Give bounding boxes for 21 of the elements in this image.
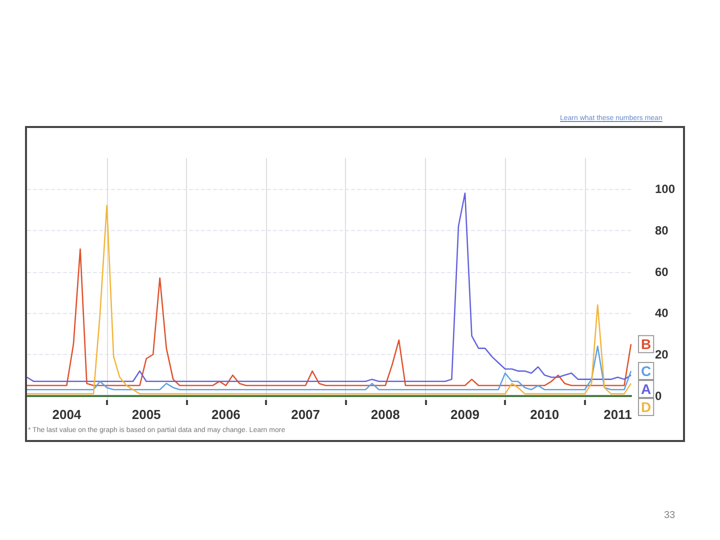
x-tick-label: 2005 — [132, 407, 161, 422]
x-tick-label: 2009 — [450, 407, 480, 422]
text: 33 — [664, 510, 676, 521]
y-tick-label: 40 — [655, 306, 669, 320]
series-label: B — [641, 336, 652, 352]
x-tick-label: 2004 — [52, 407, 82, 422]
y-tick-label: 60 — [655, 264, 669, 279]
x-tick-label: 2011 — [604, 407, 632, 422]
x-tick-label: 2006 — [211, 407, 240, 422]
y-tick-label: 0 — [655, 388, 662, 403]
x-tick-label: 2008 — [370, 407, 400, 422]
line-series — [27, 346, 632, 390]
x-tick-label: 2010 — [530, 407, 560, 422]
series-label: A — [641, 381, 652, 398]
x-tick-label: 2007 — [291, 407, 320, 422]
y-tick-label: 20 — [655, 347, 669, 362]
y-tick-label: 100 — [655, 182, 676, 196]
line-series — [27, 248, 632, 386]
series-label: C — [641, 363, 652, 380]
series-label: D — [641, 399, 652, 416]
y-tick-label: 80 — [655, 223, 669, 238]
